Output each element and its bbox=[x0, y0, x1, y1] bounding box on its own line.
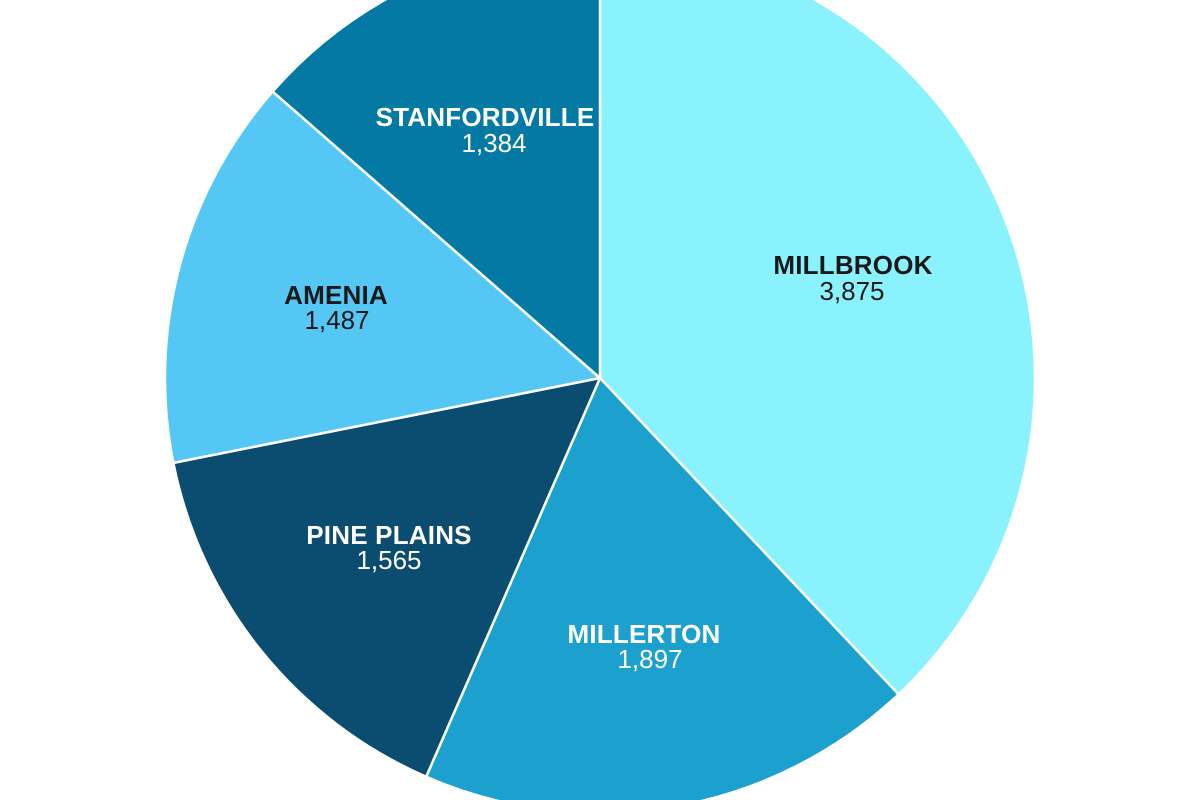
slice-value-stanfordville: 1,384 bbox=[461, 128, 526, 158]
pie-slice-stanfordville[interactable] bbox=[271, 0, 602, 380]
slice-label-pine-plains: PINE PLAINS bbox=[306, 520, 471, 550]
slice-value-millerton: 1,897 bbox=[617, 644, 682, 674]
pie-slice-pine-plains[interactable] bbox=[172, 376, 602, 778]
slice-label-amenia: AMENIA bbox=[284, 280, 388, 310]
pie-slice-millerton[interactable] bbox=[424, 376, 900, 800]
slice-label-stanfordville: STANFORDVILLE bbox=[376, 102, 595, 132]
slice-value-pine-plains: 1,565 bbox=[356, 545, 421, 575]
pie-slice-millbrook[interactable] bbox=[598, 0, 1037, 696]
slice-label-millbrook: MILLBROOK bbox=[773, 250, 932, 280]
slice-value-amenia: 1,487 bbox=[304, 305, 369, 335]
slice-label-millerton: MILLERTON bbox=[568, 619, 721, 649]
slice-value-millbrook: 3,875 bbox=[819, 276, 884, 306]
pie-slices bbox=[163, 0, 1037, 800]
pie-slice-amenia[interactable] bbox=[163, 90, 602, 465]
